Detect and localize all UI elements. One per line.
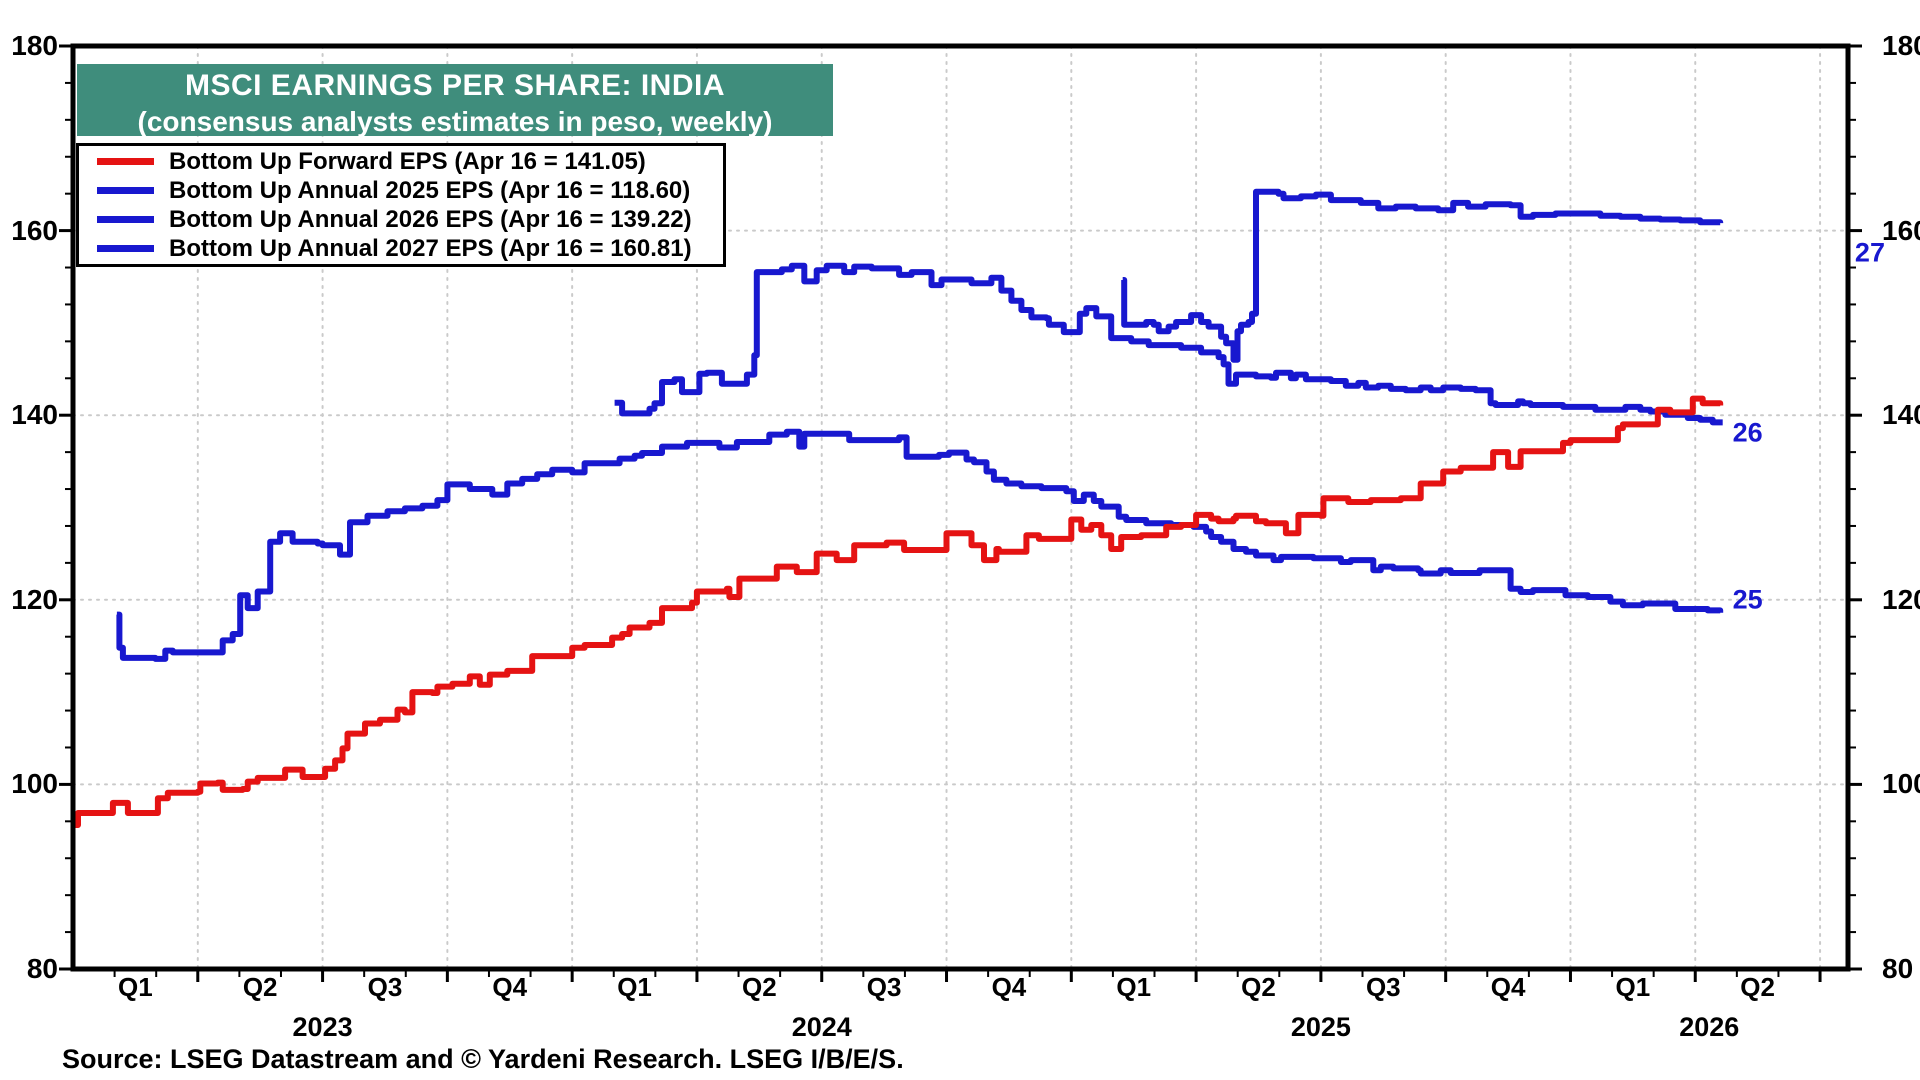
chart-subtitle: (consensus analysts estimates in peso, w… — [137, 106, 773, 137]
x-axis-quarter-label: Q3 — [1365, 972, 1401, 1002]
legend-item-label: Bottom Up Annual 2025 EPS (Apr 16 = 118.… — [169, 176, 691, 204]
x-axis-quarter-label: Q1 — [1615, 972, 1651, 1002]
y-axis-label-right: 180 — [1882, 30, 1920, 61]
annual-2025-eps-swatch-icon — [97, 187, 154, 194]
x-axis-quarter-label: Q2 — [1740, 972, 1775, 1002]
x-axis-year-label: 2026 — [1679, 1012, 1740, 1042]
x-axis-quarter-label: Q1 — [617, 972, 652, 1002]
y-axis-label-left: 180 — [11, 30, 58, 61]
annual-2026-eps-swatch-icon — [97, 216, 154, 223]
chart-title-box: MSCI EARNINGS PER SHARE: INDIA (consensu… — [77, 64, 833, 137]
y-axis-label-left: 140 — [11, 399, 58, 431]
source-note: Source: LSEG Datastream and © Yardeni Re… — [62, 1044, 904, 1074]
x-axis-quarter-label: Q2 — [1241, 972, 1276, 1002]
x-axis-year-label: 2024 — [791, 1012, 852, 1042]
series-bottom-up-forward-eps — [73, 395, 1724, 828]
x-axis-quarter-label: Q2 — [242, 972, 278, 1002]
x-axis-quarter-label: Q1 — [118, 972, 153, 1002]
x-axis-quarter-label: Q1 — [1116, 972, 1152, 1002]
series-bottom-up-annual-2026-eps — [614, 262, 1723, 426]
legend-item-label: Bottom Up Forward EPS (Apr 16 = 141.05) — [169, 147, 646, 175]
y-axis-label-right: 100 — [1882, 768, 1920, 800]
y-axis-label-right: 120 — [1882, 583, 1920, 615]
legend-item: Bottom Up Annual 2026 EPS (Apr 16 = 139.… — [79, 206, 723, 233]
series-bottom-up-annual-2027-eps — [1121, 188, 1724, 363]
series-end-label-25: 25 — [1732, 584, 1763, 615]
legend-item-label: Bottom Up Annual 2026 EPS (Apr 16 = 139.… — [169, 205, 692, 233]
forward-eps-swatch-icon — [97, 158, 154, 165]
legend: Bottom Up Forward EPS (Apr 16 = 141.05) … — [76, 143, 726, 267]
y-axis-label-left: 100 — [11, 768, 58, 800]
x-axis-quarter-label: Q4 — [991, 972, 1027, 1002]
x-axis-quarter-label: Q3 — [866, 972, 902, 1002]
y-axis-label-right: 80 — [1882, 953, 1914, 984]
legend-item: Bottom Up Forward EPS (Apr 16 = 141.05) — [79, 148, 723, 175]
x-axis-year-label: 2023 — [292, 1012, 353, 1042]
chart-title: MSCI EARNINGS PER SHARE: INDIA — [184, 69, 726, 102]
plot-frame — [70, 43, 1851, 972]
y-axis-label-left: 160 — [11, 214, 58, 246]
y-axis-label-left: 120 — [11, 583, 58, 615]
x-axis-quarter-label: Q2 — [741, 972, 777, 1002]
legend-item: Bottom Up Annual 2025 EPS (Apr 16 = 118.… — [79, 177, 723, 204]
series-end-label-27: 27 — [1854, 237, 1885, 268]
y-axis-label-left: 80 — [26, 953, 58, 984]
legend-item-label: Bottom Up Annual 2027 EPS (Apr 16 = 160.… — [169, 234, 692, 262]
y-axis-label-right: 140 — [1882, 399, 1920, 431]
series-end-label-26: 26 — [1732, 417, 1763, 448]
x-axis-year-label: 2025 — [1290, 1012, 1351, 1042]
x-axis-quarter-label: Q4 — [1490, 972, 1526, 1002]
series-bottom-up-annual-2025-eps — [116, 428, 1724, 662]
x-axis-quarter-label: Q4 — [492, 972, 528, 1002]
y-axis-label-right: 160 — [1882, 214, 1920, 246]
legend-item: Bottom Up Annual 2027 EPS (Apr 16 = 160.… — [79, 235, 723, 262]
annual-2027-eps-swatch-icon — [97, 245, 154, 252]
x-axis-quarter-label: Q3 — [367, 972, 403, 1002]
